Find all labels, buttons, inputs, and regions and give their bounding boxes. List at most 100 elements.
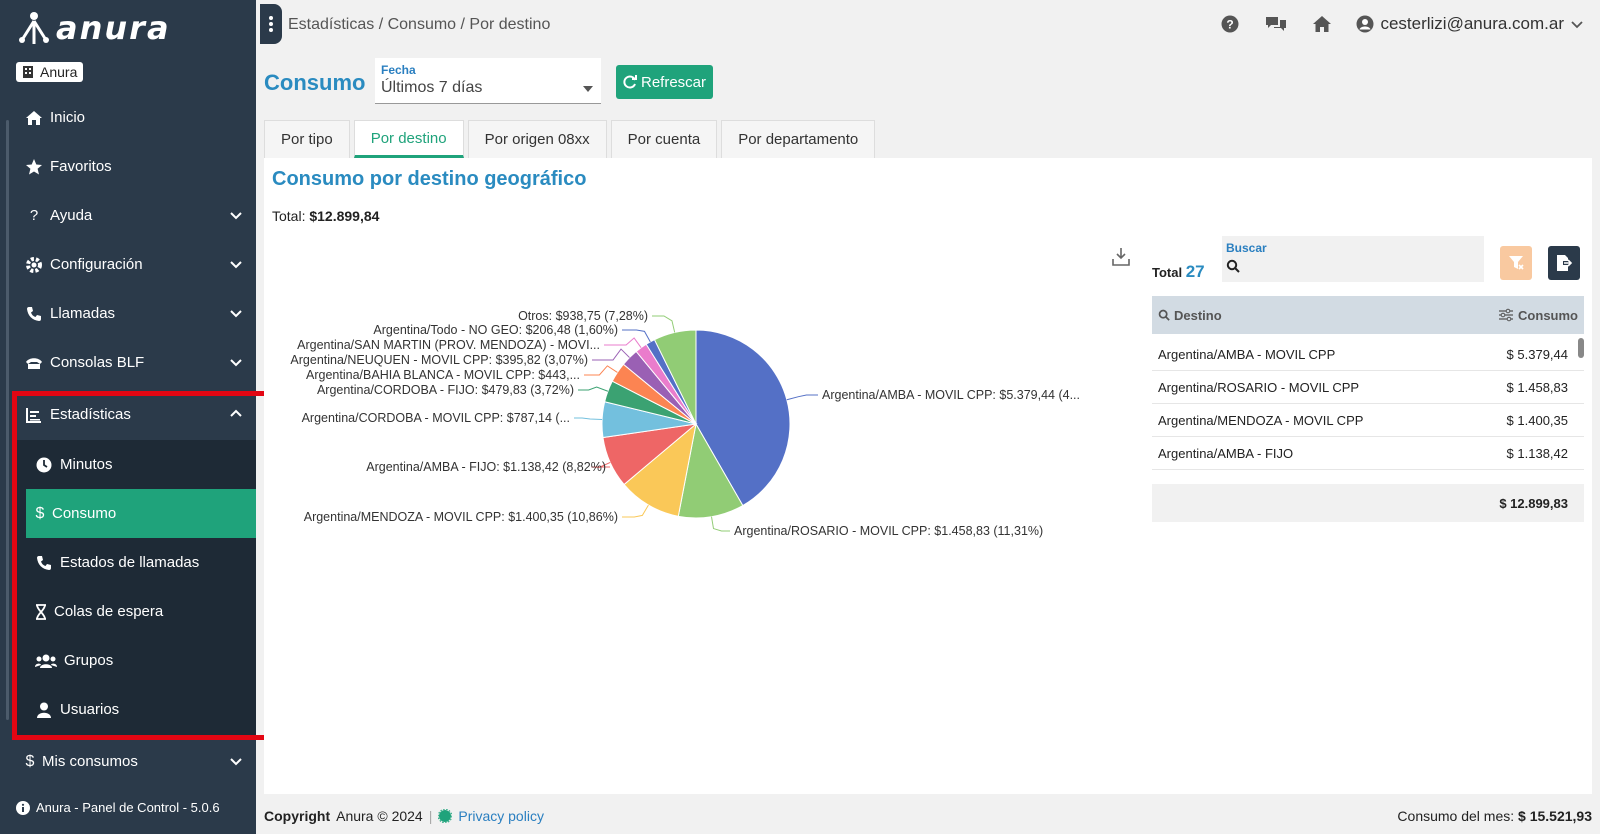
sidebar-item-favoritos[interactable]: Favoritos: [0, 142, 256, 191]
cell-consumo: $ 1.138,42: [1506, 445, 1568, 461]
sidebar-item-estados-llamadas[interactable]: Estados de llamadas: [16, 538, 256, 587]
org-badge[interactable]: Anura: [16, 62, 84, 82]
tab-por-departamento[interactable]: Por departamento: [721, 120, 876, 158]
sidebar-item-minutos[interactable]: Minutos: [16, 440, 256, 489]
clock-icon: [34, 455, 54, 475]
sidebar-item-usuarios[interactable]: Usuarios: [16, 685, 256, 734]
cell-consumo: $ 1.458,83: [1506, 379, 1568, 395]
search-field[interactable]: Buscar: [1222, 236, 1484, 282]
sidebar-scrollbar[interactable]: [6, 120, 9, 720]
month-label: Consumo del mes:: [1397, 808, 1515, 824]
star-icon: [24, 157, 44, 177]
tab-por-destino[interactable]: Por destino: [353, 120, 464, 158]
user-menu[interactable]: cesterlizi@anura.com.ar: [1356, 14, 1584, 34]
sidebar-item-inicio[interactable]: Inicio: [0, 93, 256, 142]
tab-por-origen[interactable]: Por origen 08xx: [467, 120, 607, 158]
clear-filter-button[interactable]: [1500, 246, 1532, 280]
pie-leader-line: [574, 417, 603, 421]
export-button[interactable]: [1548, 246, 1580, 280]
version-text: Anura - Panel de Control - 5.0.6: [36, 800, 220, 815]
sidebar-item-label: Favoritos: [50, 158, 112, 175]
pie-slice-label: Argentina/SAN MARTIN (PROV. MENDOZA) - M…: [297, 338, 600, 352]
col-consumo[interactable]: Consumo: [1498, 308, 1578, 323]
dollar-icon: $: [35, 504, 45, 522]
chevron-down-icon: [230, 359, 242, 367]
result-count-label: Total: [1152, 265, 1183, 280]
table-row[interactable]: Argentina/ROSARIO - MOVIL CPP $ 1.458,83: [1152, 371, 1584, 404]
privacy-badge-icon: [438, 809, 453, 823]
pie-slice-label: Argentina/AMBA - MOVIL CPP: $5.379,44 (4…: [822, 388, 1080, 402]
help-icon[interactable]: ?: [1218, 12, 1242, 36]
fecha-label: Fecha: [381, 63, 416, 77]
table-row[interactable]: Argentina/MENDOZA - MOVIL CPP $ 1.400,35: [1152, 404, 1584, 437]
sidebar-item-mis-consumos[interactable]: $ Mis consumos: [0, 737, 256, 786]
fecha-select[interactable]: Fecha Últimos 7 días: [375, 58, 601, 104]
brand-name: anura: [56, 9, 171, 47]
result-count-value: 27: [1185, 262, 1205, 281]
phone-icon: [24, 304, 44, 324]
filter-clear-icon: [1509, 256, 1524, 270]
sidebar-item-configuracion[interactable]: Configuración: [0, 240, 256, 289]
cell-destino: Argentina/ROSARIO - MOVIL CPP: [1158, 379, 1360, 395]
pie-chart: Argentina/AMBA - MOVIL CPP: $5.379,44 (4…: [290, 309, 1080, 538]
privacy-policy-link[interactable]: Privacy policy: [458, 808, 544, 824]
user-email: cesterlizi@anura.com.ar: [1380, 14, 1564, 33]
app-version: Anura - Panel de Control - 5.0.6: [16, 800, 220, 815]
search-icon: [1158, 309, 1170, 321]
sidebar-item-label: Consumo: [52, 505, 117, 522]
sidebar-item-label: Inicio: [50, 109, 86, 126]
chevron-up-icon: [230, 409, 242, 417]
pie-slice-label: Argentina/Todo - NO GEO: $206,48 (1,60%): [373, 323, 618, 337]
table-scrollbar[interactable]: [1578, 338, 1584, 358]
sidebar-item-grupos[interactable]: Grupos: [16, 636, 256, 685]
sidebar-item-estadisticas[interactable]: Estadísticas: [0, 390, 256, 439]
refresh-label: Refrescar: [640, 73, 707, 91]
sidebar-item-consolas-blf[interactable]: Consolas BLF: [0, 338, 256, 387]
phone-icon: [34, 553, 54, 573]
col-destino[interactable]: Destino: [1158, 308, 1222, 323]
sidebar-item-label: Estados de llamadas: [60, 554, 200, 571]
chart-icon: [24, 405, 44, 425]
refresh-button[interactable]: Refrescar: [616, 65, 713, 99]
tab-por-tipo[interactable]: Por tipo: [264, 120, 350, 158]
page-title: Consumo: [264, 70, 366, 95]
pie-slice[interactable]: [677, 422, 744, 519]
download-icon[interactable]: [1110, 246, 1132, 268]
pie-leader-line: [604, 337, 642, 348]
cell-destino: Argentina/AMBA - MOVIL CPP: [1158, 346, 1336, 362]
sidebar-item-ayuda[interactable]: ? Ayuda: [0, 191, 256, 240]
table-header: Destino Consumo: [1152, 296, 1584, 334]
dropdown-arrow-icon: [583, 86, 593, 92]
pie-leader-line: [652, 315, 676, 333]
refresh-icon: [623, 75, 637, 89]
anura-logo-icon: [19, 12, 49, 44]
logo[interactable]: anura: [16, 8, 171, 48]
footer-divider: |: [428, 808, 433, 824]
sidebar-toggle-button[interactable]: [260, 4, 282, 44]
table-row[interactable]: Argentina/AMBA - FIJO $ 1.138,42: [1152, 437, 1584, 470]
console-icon: [24, 353, 44, 373]
topbar: Estadísticas / Consumo / Por destino ? c…: [256, 0, 1600, 52]
table-body: Argentina/AMBA - MOVIL CPP $ 5.379,44 Arg…: [1152, 338, 1584, 470]
tab-por-cuenta[interactable]: Por cuenta: [610, 120, 718, 158]
cell-destino: Argentina/AMBA - FIJO: [1158, 445, 1294, 461]
users-icon: [34, 651, 58, 671]
chat-icon[interactable]: [1264, 12, 1288, 36]
total-line: Total: $12.899,84: [272, 208, 379, 224]
sidebar-item-label: Consolas BLF: [50, 354, 145, 371]
chevron-down-icon: [1571, 21, 1583, 29]
sidebar: anura Anura Inicio Favoritos ? Ayuda Con…: [0, 0, 256, 834]
breadcrumb[interactable]: Estadísticas / Consumo / Por destino: [288, 16, 551, 33]
home-icon[interactable]: [1310, 12, 1334, 36]
pie-slice[interactable]: [695, 329, 791, 507]
sidebar-item-consumo[interactable]: $ Consumo: [26, 489, 256, 538]
pie-leader-line: [711, 516, 730, 532]
table-row[interactable]: Argentina/AMBA - MOVIL CPP $ 5.379,44: [1152, 338, 1584, 371]
top-actions: ? cesterlizi@anura.com.ar: [1218, 12, 1584, 36]
content-panel: Consumo por destino geográfico Total: $1…: [264, 158, 1592, 794]
question-icon: ?: [29, 207, 39, 224]
sidebar-item-llamadas[interactable]: Llamadas: [0, 289, 256, 338]
sidebar-item-colas-espera[interactable]: Colas de espera: [16, 587, 256, 636]
home-icon: [24, 108, 44, 128]
pie-leader-line: [578, 386, 609, 392]
